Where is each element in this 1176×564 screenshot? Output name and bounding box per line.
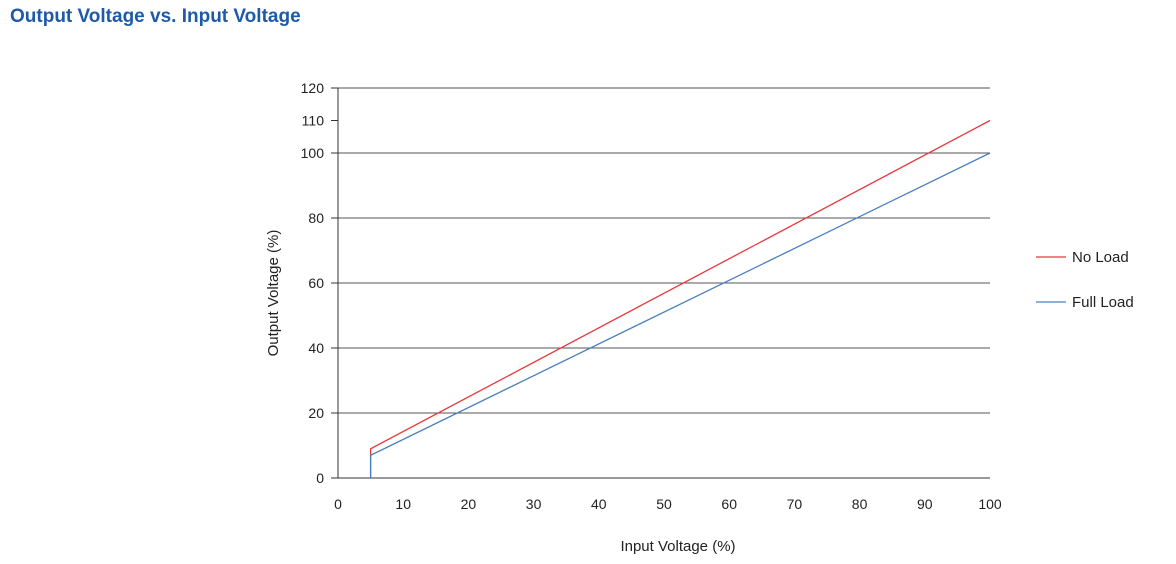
x-tick-label-50: 50 [656,496,672,512]
x-tick-label-0: 0 [334,496,342,512]
x-tick-label-10: 10 [395,496,411,512]
y-tick-label-100: 100 [301,145,325,161]
y-tick-label-60: 60 [308,275,324,291]
x-tick-label-90: 90 [917,496,933,512]
y-axis-label: Output Voltage (%) [265,230,282,357]
series-line-full-load [369,152,991,478]
x-tick-labels: 0 10 20 30 40 50 60 70 80 90 100 [334,496,1002,512]
y-tick-label-110: 110 [302,113,325,129]
y-tick-labels: 0 20 40 60 80 100 110 120 [301,80,338,486]
y-tick-label-20: 20 [308,405,324,421]
x-axis-label: Input Voltage (%) [620,538,735,555]
grid-lines [338,87,990,414]
x-tick-label-100: 100 [978,496,1002,512]
legend-label-no-load: No Load [1072,249,1129,266]
series-line-no-load [369,119,991,478]
x-tick-label-30: 30 [526,496,542,512]
x-tick-label-20: 20 [461,496,477,512]
chart-title: Output Voltage vs. Input Voltage [10,6,301,27]
y-tick-label-40: 40 [308,340,324,356]
x-tick-label-40: 40 [591,496,607,512]
series-lines [369,119,991,478]
x-tick-label-60: 60 [721,496,737,512]
y-tick-label-0: 0 [316,470,324,486]
y-tick-label-120: 120 [301,80,325,96]
legend-label-full-load: Full Load [1072,294,1134,311]
x-tick-label-80: 80 [852,496,868,512]
y-tick-label-80: 80 [308,210,324,226]
x-tick-label-70: 70 [787,496,803,512]
legend: No Load Full Load [1036,249,1134,311]
